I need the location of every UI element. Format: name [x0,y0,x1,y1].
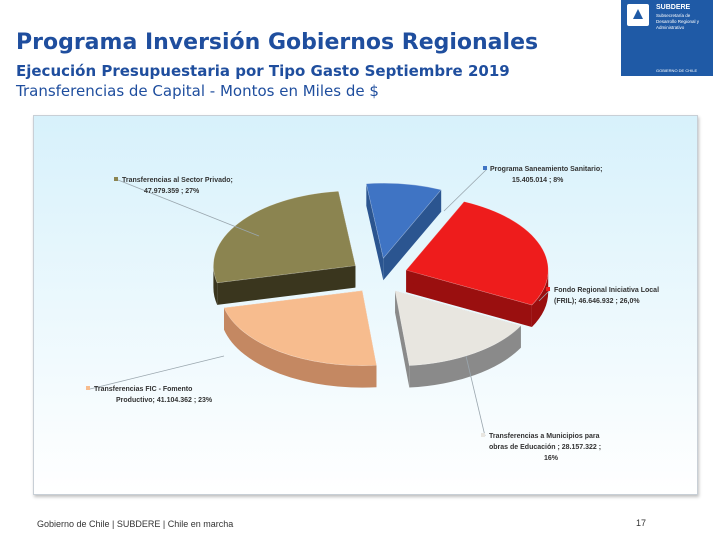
slice-fril-leader-line [538,289,551,302]
slice-saneamiento-marker [483,166,487,170]
slice-fic-side [224,307,377,388]
subdere-logo: SUBDERE Subsecretaría de Desarrollo Regi… [621,0,713,76]
page-subtitle-secondary: Transferencias de Capital - Montos en Mi… [16,82,379,100]
slice-fril-side [531,270,549,327]
slice-fril-marker [546,287,550,291]
slice-municipios [394,290,522,366]
chile-crest-icon [627,4,649,26]
slice-municipios-label-3: 16% [544,455,559,462]
slice-sector-privado-label-2: 47.979.359 ; 27% [144,188,200,195]
slice-fril-label-1: Fondo Regional Iniciativa Local [554,287,659,294]
slice-sector-privado-cut-0 [217,265,356,305]
slice-saneamiento [365,182,442,259]
slice-fic-leader-line [89,355,225,390]
slice-saneamiento-label-1: Programa Saneamiento Sanitario; [490,166,602,173]
slice-sector-privado-side [213,265,218,305]
slice-fic-marker [86,386,90,390]
slice-municipios-side [409,325,521,388]
slice-municipios-marker [481,433,485,437]
slice-fic [223,290,377,366]
slice-sector-privado-leader-line [117,179,260,237]
slice-fril [405,201,549,306]
slice-sector-privado [213,190,356,284]
pie-labels: Programa Saneamiento Sanitario; 15.405.01… [86,166,659,462]
slice-municipios-leader-line [465,355,486,437]
footer-text: Gobierno de Chile | SUBDERE | Chile en m… [37,519,234,529]
page-subtitle: Ejecución Presupuestaria por Tipo Gasto … [16,62,510,80]
slice-municipios-label-2: obras de Educación ; 28.157.322 ; [489,444,601,451]
chart-frame: Programa Saneamiento Sanitario; 15.405.01… [33,115,698,495]
pie-tops [213,182,549,366]
slice-fic-label-2: Productivo; 41.104.362 ; 23% [116,397,213,404]
slice-fril-label-2: (FRIL); 46.646.932 ; 26,0% [554,298,640,305]
slice-fril-cut-1 [406,270,532,327]
slice-saneamiento-cut-1 [383,189,442,281]
slice-fic-label-1: Transferencias FIC - Fomento [94,386,192,393]
pie-chart: Programa Saneamiento Sanitario; 15.405.01… [86,166,659,462]
page-title: Programa Inversión Gobiernos Regionales [16,30,539,55]
page-number: 17 [636,518,647,528]
slice-saneamiento-cut-0 [366,183,384,281]
slice-municipios-cut-1 [395,290,410,388]
slice-sector-privado-label-1: Transferencias al Sector Privado; [122,177,233,184]
slice-sector-privado-marker [114,177,118,181]
slice-saneamiento-label-2: 15.405.014 ; 8% [512,177,564,184]
slice-municipios-label-1: Transferencias a Municipios para [489,433,600,440]
logo-gov: GOBIERNO DE CHILE [656,68,698,73]
slice-saneamiento-leader-line [443,168,488,212]
logo-brand-sub: Subsecretaría de Desarrollo Regional y A… [656,13,700,30]
logo-brand: SUBDERE [656,4,691,11]
